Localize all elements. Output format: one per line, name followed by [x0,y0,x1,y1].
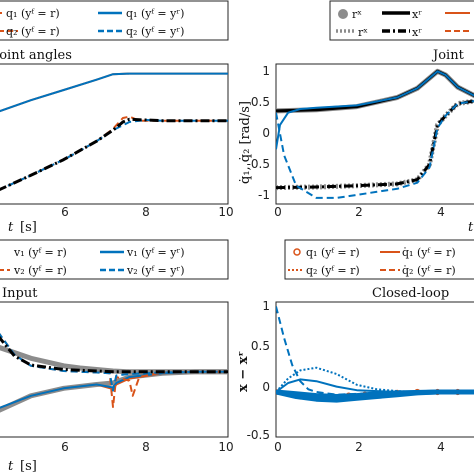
plot-area-top-left [0,72,228,192]
tick-label: 1 [262,299,270,313]
legend-bottom-left: v₁ (yᶠ = r) v₁ (yᶠ = yʳ) v₂ (yᶠ = r) v₂ … [0,239,229,280]
panel-top-right-frame [275,63,474,205]
plot-area-bottom-left [0,333,228,413]
legend-item: v₂ (yᶠ = yʳ) [126,264,185,277]
legend-top-left: q₁ (yᶠ = r) q₁ (yᶠ = yʳ) q₂ (yᶠ = r) q₂ … [0,0,229,41]
series-line [276,99,474,190]
xticks-bottom-left: 6 8 10 [61,440,233,454]
tick-label: 0.5 [251,339,270,353]
tick-label: 0 [262,380,270,394]
legend-item: q̇₂ (yᶠ = r) [402,264,456,277]
legend-item: q₁ (yᶠ = yʳ) [126,7,184,20]
series-line [276,68,474,114]
series-line [0,119,228,191]
tick-label: -0.5 [247,157,270,171]
series-line [0,117,228,192]
xlabel-unit: [s] [20,220,37,235]
tick-label: 2 [355,440,363,454]
legend-item: v₁ (yᶠ = yʳ) [126,246,185,259]
xticks-bottom-right: 0 2 4 [274,440,445,454]
tick-label: -1 [258,188,270,202]
tick-label: 0 [274,205,282,219]
tick-label: 6 [61,440,69,454]
xticks-top-right: 0 2 4 [274,205,445,219]
tick-label: 0 [274,440,282,454]
series-line [276,70,474,150]
series-line [276,389,474,399]
yticks-top-right: 1 0.5 0 -0.5 -1 [247,64,270,202]
legend-item: q₁ (yᶠ = r) [306,246,360,259]
legend-item: q₂ (yᶠ = yʳ) [126,25,184,38]
legend-item: q₂ (yᶠ = r) [306,264,360,277]
legend-marker [338,9,348,19]
yticks-bottom-right: 1 0.5 0 -0.5 [247,299,270,442]
xticks-top-left: 6 8 10 [61,205,233,219]
legend-item: q̇₁ (yᶠ = r) [402,246,456,259]
ylabel-bottom-right: x − xʳ [236,351,251,392]
xlabel-top-left: t [s] [8,220,37,235]
legend-item: rˣ [352,8,362,21]
series-line [0,345,228,375]
xlabel-unit: [s] [20,459,37,474]
legend-marker [293,248,301,256]
legend-item: rˣ [358,26,368,39]
panel-title-top-right: Joint [431,48,465,63]
tick-label: 8 [142,205,150,219]
series-line [276,100,474,199]
plot-area-bottom-right [276,306,474,403]
tick-label: -0.5 [247,428,270,442]
tick-label: 4 [437,205,445,219]
series-line [276,98,474,191]
legend-bottom-right: q₁ (yᶠ = r) q̇₁ (yᶠ = r) q₂ (yᶠ = r) q̇₂… [284,239,474,280]
tick-label: 4 [437,440,445,454]
plot-lines [0,68,474,413]
series-line [276,306,474,396]
legend-item: xʳ [412,8,422,21]
legend-item: q₂ (yᶠ = r) [6,25,60,38]
tick-label: 8 [142,440,150,454]
tick-label: 0 [262,126,270,140]
legend-top-right: rˣ xʳ rˣ xʳ [329,0,474,41]
tick-label: 10 [218,440,233,454]
xlabel-t: t [8,459,14,474]
plot-area-top-right [276,68,474,199]
tick-label: 6 [61,205,69,219]
tick-label: 0.5 [251,95,270,109]
tick-label: 1 [262,64,270,78]
ylabel-top-right: q̇₁, q̇₂ [rad/s] [238,101,253,184]
legend-item: xʳ [412,26,422,39]
panel-top-left-frame [0,63,229,205]
legend-item: v₂ (yᶠ = r) [13,264,67,277]
legend-item: v₁ (yᶠ = r) [13,246,67,259]
tick-label: 2 [355,205,363,219]
legend-item: q₁ (yᶠ = r) [6,7,60,20]
panel-title-top-left: Joint angles [0,48,72,63]
xlabel-t: t [8,220,14,235]
panel-bottom-right-frame [275,301,474,438]
xlabel-bottom-left: t [s] [8,459,37,474]
panel-title-bottom-left: Input [2,286,38,301]
series-line [0,72,228,113]
series-line [0,335,228,374]
series-line [0,72,228,113]
tick-label: 10 [218,205,233,219]
panel-title-bottom-right: Closed-loop [372,286,449,301]
xlabel-top-right: t [468,220,474,235]
